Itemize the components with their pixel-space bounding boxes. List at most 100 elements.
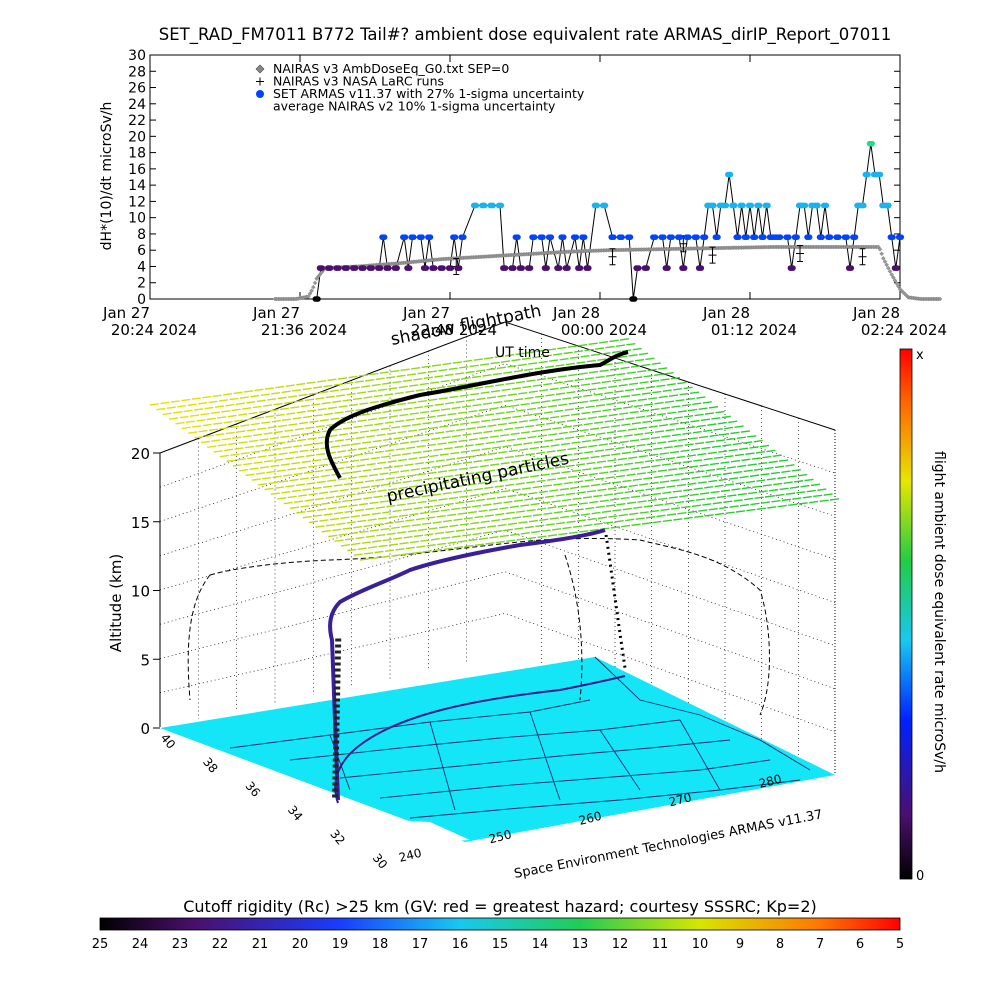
sheet-dash bbox=[388, 543, 399, 546]
sheet-dash bbox=[511, 358, 521, 362]
sheet-dash bbox=[692, 402, 702, 406]
sheet-dash bbox=[378, 544, 388, 548]
sheet-dash bbox=[590, 455, 600, 459]
sheet-dash bbox=[691, 476, 701, 479]
sheet-dash bbox=[226, 459, 236, 463]
sheet-dash bbox=[392, 408, 403, 412]
sheet-dash bbox=[613, 463, 623, 467]
sheet-dash bbox=[160, 401, 170, 405]
y-tick-label: 18 bbox=[128, 146, 146, 162]
sheet-dash bbox=[783, 481, 793, 484]
sheet-dash bbox=[375, 506, 385, 509]
sheet-dash bbox=[431, 364, 442, 367]
sheet-dash bbox=[532, 355, 542, 359]
sheet-dash bbox=[658, 367, 668, 370]
sheet-dash bbox=[266, 470, 276, 474]
sheet-dash bbox=[308, 465, 318, 468]
sheet-dash bbox=[622, 507, 633, 511]
sheet-dash bbox=[371, 383, 381, 387]
sheet-dash bbox=[661, 435, 671, 438]
sheet-dash bbox=[467, 510, 478, 514]
sheet-dash bbox=[339, 488, 350, 492]
sheet-dash bbox=[273, 402, 283, 406]
sheet-dash bbox=[476, 526, 486, 530]
y-tick-label: 8 bbox=[137, 227, 146, 243]
sheet-dash bbox=[412, 551, 422, 555]
sheet-dash bbox=[451, 507, 461, 511]
sheet-dash bbox=[434, 531, 445, 535]
sheet-dash bbox=[302, 415, 313, 419]
sheet-dash bbox=[345, 437, 355, 441]
sheet-dash bbox=[410, 440, 420, 443]
sheet-dash bbox=[318, 463, 328, 467]
sheet-dash bbox=[752, 485, 762, 489]
sheet-dash bbox=[560, 414, 570, 418]
armas-point bbox=[694, 234, 700, 240]
sheet-dash bbox=[549, 359, 559, 362]
sheet-dash bbox=[678, 438, 688, 442]
sheet-dash bbox=[470, 392, 480, 396]
sheet-dash bbox=[618, 513, 628, 517]
sheet-dash bbox=[357, 419, 367, 423]
nairas-point bbox=[306, 294, 311, 299]
sheet-dash bbox=[440, 379, 450, 383]
sheet-dash bbox=[257, 455, 267, 458]
armas-point bbox=[731, 202, 738, 209]
sheet-dash bbox=[478, 509, 488, 513]
sheet-dash bbox=[647, 498, 657, 502]
sheet-dash bbox=[501, 489, 511, 493]
sheet-dash bbox=[337, 377, 348, 380]
y-tick-label: 30 bbox=[128, 48, 146, 64]
sheet-dash bbox=[809, 500, 819, 504]
sheet-dash bbox=[475, 470, 485, 474]
sheet-dash bbox=[583, 394, 593, 398]
sheet-dash bbox=[464, 444, 474, 447]
sheet-dash bbox=[634, 358, 645, 362]
sheet-dash bbox=[232, 436, 242, 440]
sheet-dash bbox=[188, 431, 198, 434]
sheet-dash bbox=[531, 457, 542, 461]
nairas-point bbox=[889, 272, 894, 277]
sheet-dash bbox=[523, 470, 533, 473]
sheet-dash bbox=[485, 542, 495, 545]
sheet-dash bbox=[437, 542, 447, 546]
sheet-dash bbox=[346, 392, 356, 396]
sheet-dash bbox=[529, 446, 539, 450]
sheet-dash bbox=[458, 467, 469, 471]
nairas-point bbox=[886, 265, 891, 271]
sheet-dash bbox=[571, 469, 582, 473]
sheet-dash bbox=[438, 525, 449, 529]
sheet-dash bbox=[530, 474, 540, 478]
sheet-dash bbox=[487, 525, 497, 528]
sheet-dash bbox=[434, 504, 444, 507]
sheet-dash bbox=[314, 469, 324, 473]
sheet-dash bbox=[670, 479, 680, 482]
sheet-dash bbox=[399, 441, 409, 445]
sheet-dash bbox=[551, 472, 561, 475]
y-tick-label: 14 bbox=[128, 178, 146, 194]
sheet-dash bbox=[278, 424, 288, 428]
sheet-dash bbox=[437, 442, 447, 445]
sheet-dash bbox=[401, 552, 411, 556]
sheet-dash bbox=[240, 451, 250, 455]
armas-point bbox=[894, 265, 900, 271]
sheet-dash bbox=[389, 471, 399, 474]
armas-point bbox=[765, 202, 771, 209]
sheet-dash bbox=[596, 432, 606, 435]
rigidity-tick-label: 12 bbox=[612, 937, 629, 952]
sheet-dash bbox=[449, 395, 459, 399]
sheet-dash bbox=[629, 410, 639, 414]
sheet-dash bbox=[486, 497, 496, 500]
sheet-dash bbox=[382, 538, 392, 542]
sheet-dash bbox=[362, 441, 372, 444]
sheet-dash bbox=[586, 461, 596, 465]
sheet-dash bbox=[555, 392, 566, 396]
sheet-dash bbox=[534, 468, 544, 472]
y-tick-label: 22 bbox=[128, 113, 146, 129]
armas-point bbox=[319, 265, 325, 271]
sheet-dash bbox=[402, 508, 413, 511]
sheet-dash bbox=[597, 386, 607, 390]
sheet-dash bbox=[532, 384, 542, 387]
sheet-dash bbox=[282, 418, 292, 422]
sheet-dash bbox=[293, 444, 303, 448]
